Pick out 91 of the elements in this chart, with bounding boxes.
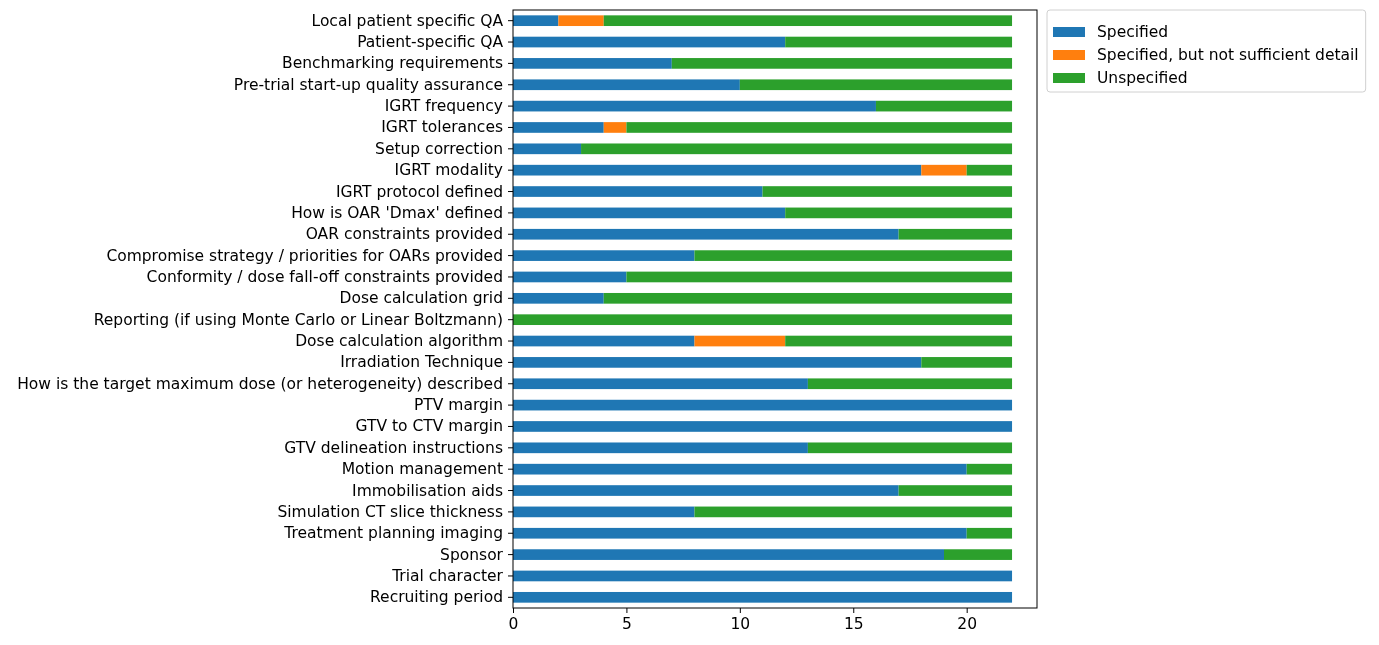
x-tick-label: 10 bbox=[730, 615, 751, 634]
x-tick-label: 20 bbox=[957, 615, 978, 634]
bar bbox=[513, 591, 1013, 603]
x-tick-label: 0 bbox=[508, 615, 519, 634]
bar bbox=[581, 143, 1013, 155]
y-tick-label: Setup correction bbox=[375, 139, 503, 158]
bar bbox=[513, 207, 786, 219]
bar bbox=[513, 442, 808, 454]
y-tick-label: IGRT modality bbox=[394, 161, 503, 180]
bar bbox=[921, 164, 967, 176]
legend-label: Specified bbox=[1097, 23, 1169, 42]
bar bbox=[785, 207, 1013, 219]
bar bbox=[513, 100, 876, 112]
bar bbox=[513, 15, 559, 27]
bar bbox=[513, 549, 944, 560]
bar bbox=[626, 122, 1013, 133]
bar bbox=[513, 527, 967, 539]
y-tick-label: IGRT tolerances bbox=[381, 118, 503, 137]
y-tick-label: How is OAR 'Dmax' defined bbox=[291, 203, 503, 222]
x-tick-label: 5 bbox=[621, 615, 632, 634]
y-tick-label: Local patient specific QA bbox=[311, 11, 504, 30]
y-tick-label: IGRT protocol defined bbox=[335, 182, 503, 201]
x-tick-label: 15 bbox=[843, 615, 864, 634]
y-tick-label: Simulation CT slice thickness bbox=[277, 502, 503, 521]
bar bbox=[513, 36, 786, 48]
bar bbox=[558, 15, 604, 27]
y-tick-label: Recruiting period bbox=[370, 588, 503, 607]
bar bbox=[513, 335, 695, 347]
bar bbox=[513, 122, 604, 133]
bar bbox=[898, 228, 1013, 240]
bar bbox=[785, 335, 1013, 347]
bar bbox=[513, 421, 1013, 432]
y-tick-label: Pre-trial start-up quality assurance bbox=[233, 75, 503, 94]
bar bbox=[785, 36, 1013, 48]
y-tick-label: Benchmarking requirements bbox=[282, 54, 503, 73]
bar bbox=[807, 442, 1013, 454]
y-tick-label: GTV to CTV margin bbox=[355, 417, 503, 436]
bar bbox=[513, 378, 808, 390]
y-tick-label: Motion management bbox=[341, 460, 503, 479]
y-tick-label: Patient-specific QA bbox=[357, 33, 504, 51]
bar bbox=[603, 122, 627, 133]
bar bbox=[513, 314, 1013, 326]
bar bbox=[513, 292, 604, 304]
bar bbox=[626, 271, 1013, 283]
y-tick-label: Conformity / dose fall-off constraints provided bbox=[146, 267, 503, 286]
bar bbox=[603, 15, 1013, 27]
bar bbox=[966, 463, 1013, 475]
y-tick-label: Compromise strategy / priorities for OARs provided bbox=[106, 246, 503, 265]
y-tick-label: IGRT frequency bbox=[384, 97, 503, 116]
legend-label: Unspecified bbox=[1097, 69, 1188, 88]
bar bbox=[671, 58, 1013, 69]
y-tick-label: Immobilisation aids bbox=[352, 481, 503, 500]
y-tick-label: OAR constraints provided bbox=[305, 225, 503, 244]
bar bbox=[875, 100, 1013, 112]
bar bbox=[513, 399, 1013, 411]
legend-label: Specified, but not sufficient detail bbox=[1097, 46, 1359, 65]
y-tick-label: How is the target maximum dose (or heterogeneity) described bbox=[17, 374, 503, 393]
bar bbox=[898, 485, 1013, 496]
bar bbox=[807, 378, 1013, 390]
y-tick-label: Trial character bbox=[391, 566, 504, 585]
y-tick-label: Dose calculation grid bbox=[339, 289, 503, 308]
bar bbox=[694, 506, 1013, 518]
y-tick-label: Sponsor bbox=[440, 545, 504, 564]
bar bbox=[513, 271, 627, 283]
bar bbox=[513, 357, 922, 368]
bar bbox=[694, 250, 1013, 261]
bar bbox=[762, 186, 1013, 197]
bar bbox=[513, 485, 899, 496]
bar bbox=[513, 250, 695, 261]
bar bbox=[513, 186, 763, 197]
bar bbox=[966, 527, 1013, 539]
y-tick-label: Dose calculation algorithm bbox=[295, 332, 503, 350]
bar bbox=[694, 335, 786, 347]
bar bbox=[513, 463, 967, 475]
y-tick-label: Treatment planning imaging bbox=[283, 524, 503, 543]
bar bbox=[966, 164, 1013, 176]
bar bbox=[513, 79, 740, 91]
bar bbox=[513, 506, 695, 518]
bar bbox=[739, 79, 1013, 91]
bar bbox=[513, 58, 672, 69]
bar bbox=[513, 164, 922, 176]
bar bbox=[513, 228, 899, 240]
bar bbox=[603, 292, 1013, 304]
y-tick-label: PTV margin bbox=[413, 396, 503, 415]
bar bbox=[513, 143, 582, 155]
bar bbox=[513, 570, 1013, 582]
bar bbox=[921, 357, 1013, 368]
y-tick-label: GTV delineation instructions bbox=[284, 438, 503, 457]
y-tick-label: Irradiation Technique bbox=[340, 353, 503, 372]
bar bbox=[944, 549, 1013, 560]
y-tick-label: Reporting (if using Monte Carlo or Linear Boltzmann) bbox=[93, 310, 503, 329]
